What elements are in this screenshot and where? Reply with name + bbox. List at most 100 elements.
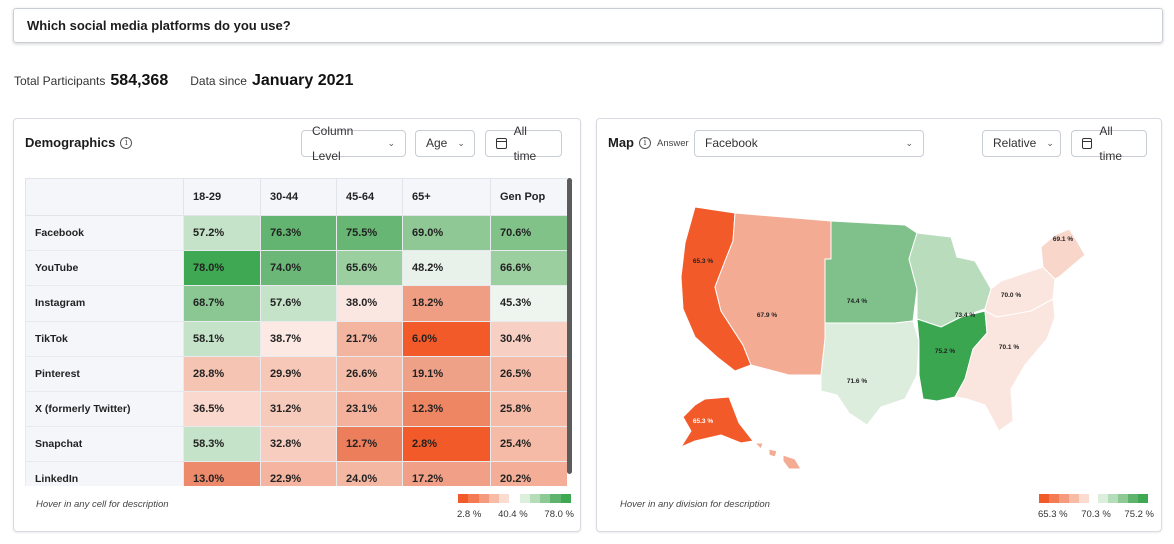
heatmap-cell[interactable]: 18.2% [402, 285, 491, 322]
region-new-england[interactable] [1040, 228, 1086, 280]
heatmap-cell[interactable]: 19.1% [402, 355, 491, 392]
heatmap-cell[interactable]: 12.3% [402, 390, 491, 428]
map-time-range-button[interactable]: All time [1071, 124, 1147, 163]
answer-label: Answer [657, 138, 689, 149]
heatmap-cell[interactable]: 48.2% [402, 250, 491, 287]
table-row: YouTube 78.0% 74.0% 65.6% 48.2% 66.6% [25, 250, 567, 287]
heatmap-cell[interactable]: 2.8% [402, 426, 491, 463]
heatmap-cell[interactable]: 78.0% [183, 250, 261, 287]
header-corner [25, 178, 184, 216]
calendar-icon [1082, 138, 1093, 149]
label-alaska: 65.3 % [693, 418, 713, 425]
region-north-central[interactable] [824, 220, 918, 324]
heatmap-cell[interactable]: 75.5% [336, 214, 403, 252]
column-level-select[interactable]: Column Level ⌄ [301, 124, 406, 163]
heatmap-cell[interactable]: 26.5% [490, 355, 567, 392]
participants-label: Total Participants [14, 74, 106, 88]
region-west-south-central[interactable] [820, 320, 920, 426]
region-south-atlantic[interactable] [954, 298, 1056, 432]
heatmap-cell[interactable]: 66.6% [490, 250, 567, 287]
chevron-down-icon: ⌄ [457, 138, 465, 148]
heatmap-cell[interactable]: 28.8% [183, 355, 261, 392]
heatmap-cell[interactable]: 31.2% [260, 390, 337, 428]
table-legend-bar [458, 494, 571, 503]
heatmap-cell[interactable]: 20.2% [490, 461, 567, 486]
map-legend-labels: 65.3 % 70.3 % 75.2 % [1038, 509, 1154, 520]
heatmap-cell[interactable]: 36.5% [183, 390, 261, 428]
region-hawaii[interactable] [754, 442, 802, 469]
heatmap-cell[interactable]: 26.6% [336, 355, 403, 392]
heatmap-cell[interactable]: 74.0% [260, 250, 337, 287]
heatmap-cell[interactable]: 23.1% [336, 390, 403, 428]
heatmap-cell[interactable]: 69.0% [402, 214, 491, 252]
heatmap-cell[interactable]: 25.8% [490, 390, 567, 428]
table-row: Pinterest 28.8% 29.9% 26.6% 19.1% 26.5% [25, 355, 567, 392]
map-time-range-label: All time [1099, 123, 1123, 163]
region-alaska[interactable] [680, 396, 754, 448]
participants-value: 584,368 [110, 72, 169, 89]
row-label: Instagram [25, 285, 184, 322]
heatmap-cell[interactable]: 21.7% [336, 320, 403, 357]
table-row: Facebook 57.2% 76.3% 75.5% 69.0% 70.6% [25, 214, 567, 252]
column-level-select-label: Column Level [312, 123, 354, 163]
heatmap-cell[interactable]: 68.7% [183, 285, 261, 322]
chevron-down-icon: ⌄ [905, 138, 913, 148]
info-icon[interactable]: i [120, 136, 133, 149]
table-legend-labels: 2.8 % 40.4 % 78.0 % [457, 509, 574, 520]
heatmap-cell[interactable]: 6.0% [402, 320, 491, 357]
heatmap-cell[interactable]: 57.2% [183, 214, 261, 252]
label-new-england: 69.1 % [1053, 236, 1073, 243]
heatmap-cell[interactable]: 25.4% [490, 426, 567, 463]
relative-select[interactable]: Relative ⌄ [982, 130, 1061, 157]
answer-select[interactable]: Facebook ⌄ [694, 130, 924, 157]
age-select[interactable]: Age ⌄ [415, 130, 475, 157]
heatmap-cell[interactable]: 38.0% [336, 285, 403, 322]
heatmap-cell[interactable]: 70.6% [490, 214, 567, 252]
since-value: January 2021 [251, 72, 354, 89]
column-header: 45-64 [336, 178, 403, 216]
relative-select-label: Relative [993, 136, 1037, 150]
heatmap-cell[interactable]: 58.3% [183, 426, 261, 463]
info-icon[interactable]: i [639, 136, 651, 149]
stats-row: Total Participants 584,368 Data since Ja… [14, 72, 353, 90]
chevron-down-icon: ⌄ [387, 138, 395, 148]
map-title-text: Map [608, 135, 634, 150]
row-label: Pinterest [25, 355, 184, 392]
label-east-south-central: 75.2 % [935, 348, 955, 355]
heatmap-cell[interactable]: 58.1% [183, 320, 261, 357]
table-scrollbar[interactable] [567, 178, 572, 474]
heatmap-cell[interactable]: 76.3% [260, 214, 337, 252]
demographics-panel: Demographics i Column Level ⌄ Age ⌄ All … [13, 118, 581, 532]
time-range-label: All time [513, 123, 537, 163]
heatmap-cell[interactable]: 32.8% [260, 426, 337, 463]
label-north-central: 74.4 % [847, 298, 867, 305]
row-label: LinkedIn [25, 461, 184, 486]
calendar-icon [496, 138, 507, 149]
label-west-coast: 65.3 % [693, 258, 713, 265]
heatmap-cell[interactable]: 65.6% [336, 250, 403, 287]
legend-max: 78.0 % [544, 509, 574, 520]
heatmap-cell[interactable]: 30.4% [490, 320, 567, 357]
heatmap-cell[interactable]: 17.2% [402, 461, 491, 486]
heatmap-cell[interactable]: 13.0% [183, 461, 261, 486]
map-panel: Map i Answer Facebook ⌄ Relative ⌄ All t… [596, 118, 1162, 532]
heatmap-cell[interactable]: 24.0% [336, 461, 403, 486]
heatmap-cell[interactable]: 22.9% [260, 461, 337, 486]
answer-select-value: Facebook [705, 136, 758, 150]
us-map[interactable]: 65.3 % 67.9 % 74.4 % 73.4 % 70.0 % 69.1 … [655, 199, 1135, 469]
heatmap-cell[interactable]: 38.7% [260, 320, 337, 357]
time-range-button[interactable]: All time [485, 124, 562, 163]
heatmap-cell[interactable]: 57.6% [260, 285, 337, 322]
legend-mid: 40.4 % [498, 509, 528, 520]
heatmap-cell[interactable]: 12.7% [336, 426, 403, 463]
heatmap-cell[interactable]: 45.3% [490, 285, 567, 322]
row-label: TikTok [25, 320, 184, 357]
region-east-north-central[interactable] [908, 232, 992, 328]
map-title: Map i [608, 135, 651, 150]
heatmap-table-wrap[interactable]: 18-29 30-44 45-64 65+ Gen Pop Facebook 57… [25, 178, 567, 486]
column-header: 30-44 [260, 178, 337, 216]
label-west-south-central: 71.6 % [847, 378, 867, 385]
heatmap-table: 18-29 30-44 45-64 65+ Gen Pop Facebook 57… [25, 178, 567, 486]
heatmap-cell[interactable]: 29.9% [260, 355, 337, 392]
row-label: YouTube [25, 250, 184, 287]
